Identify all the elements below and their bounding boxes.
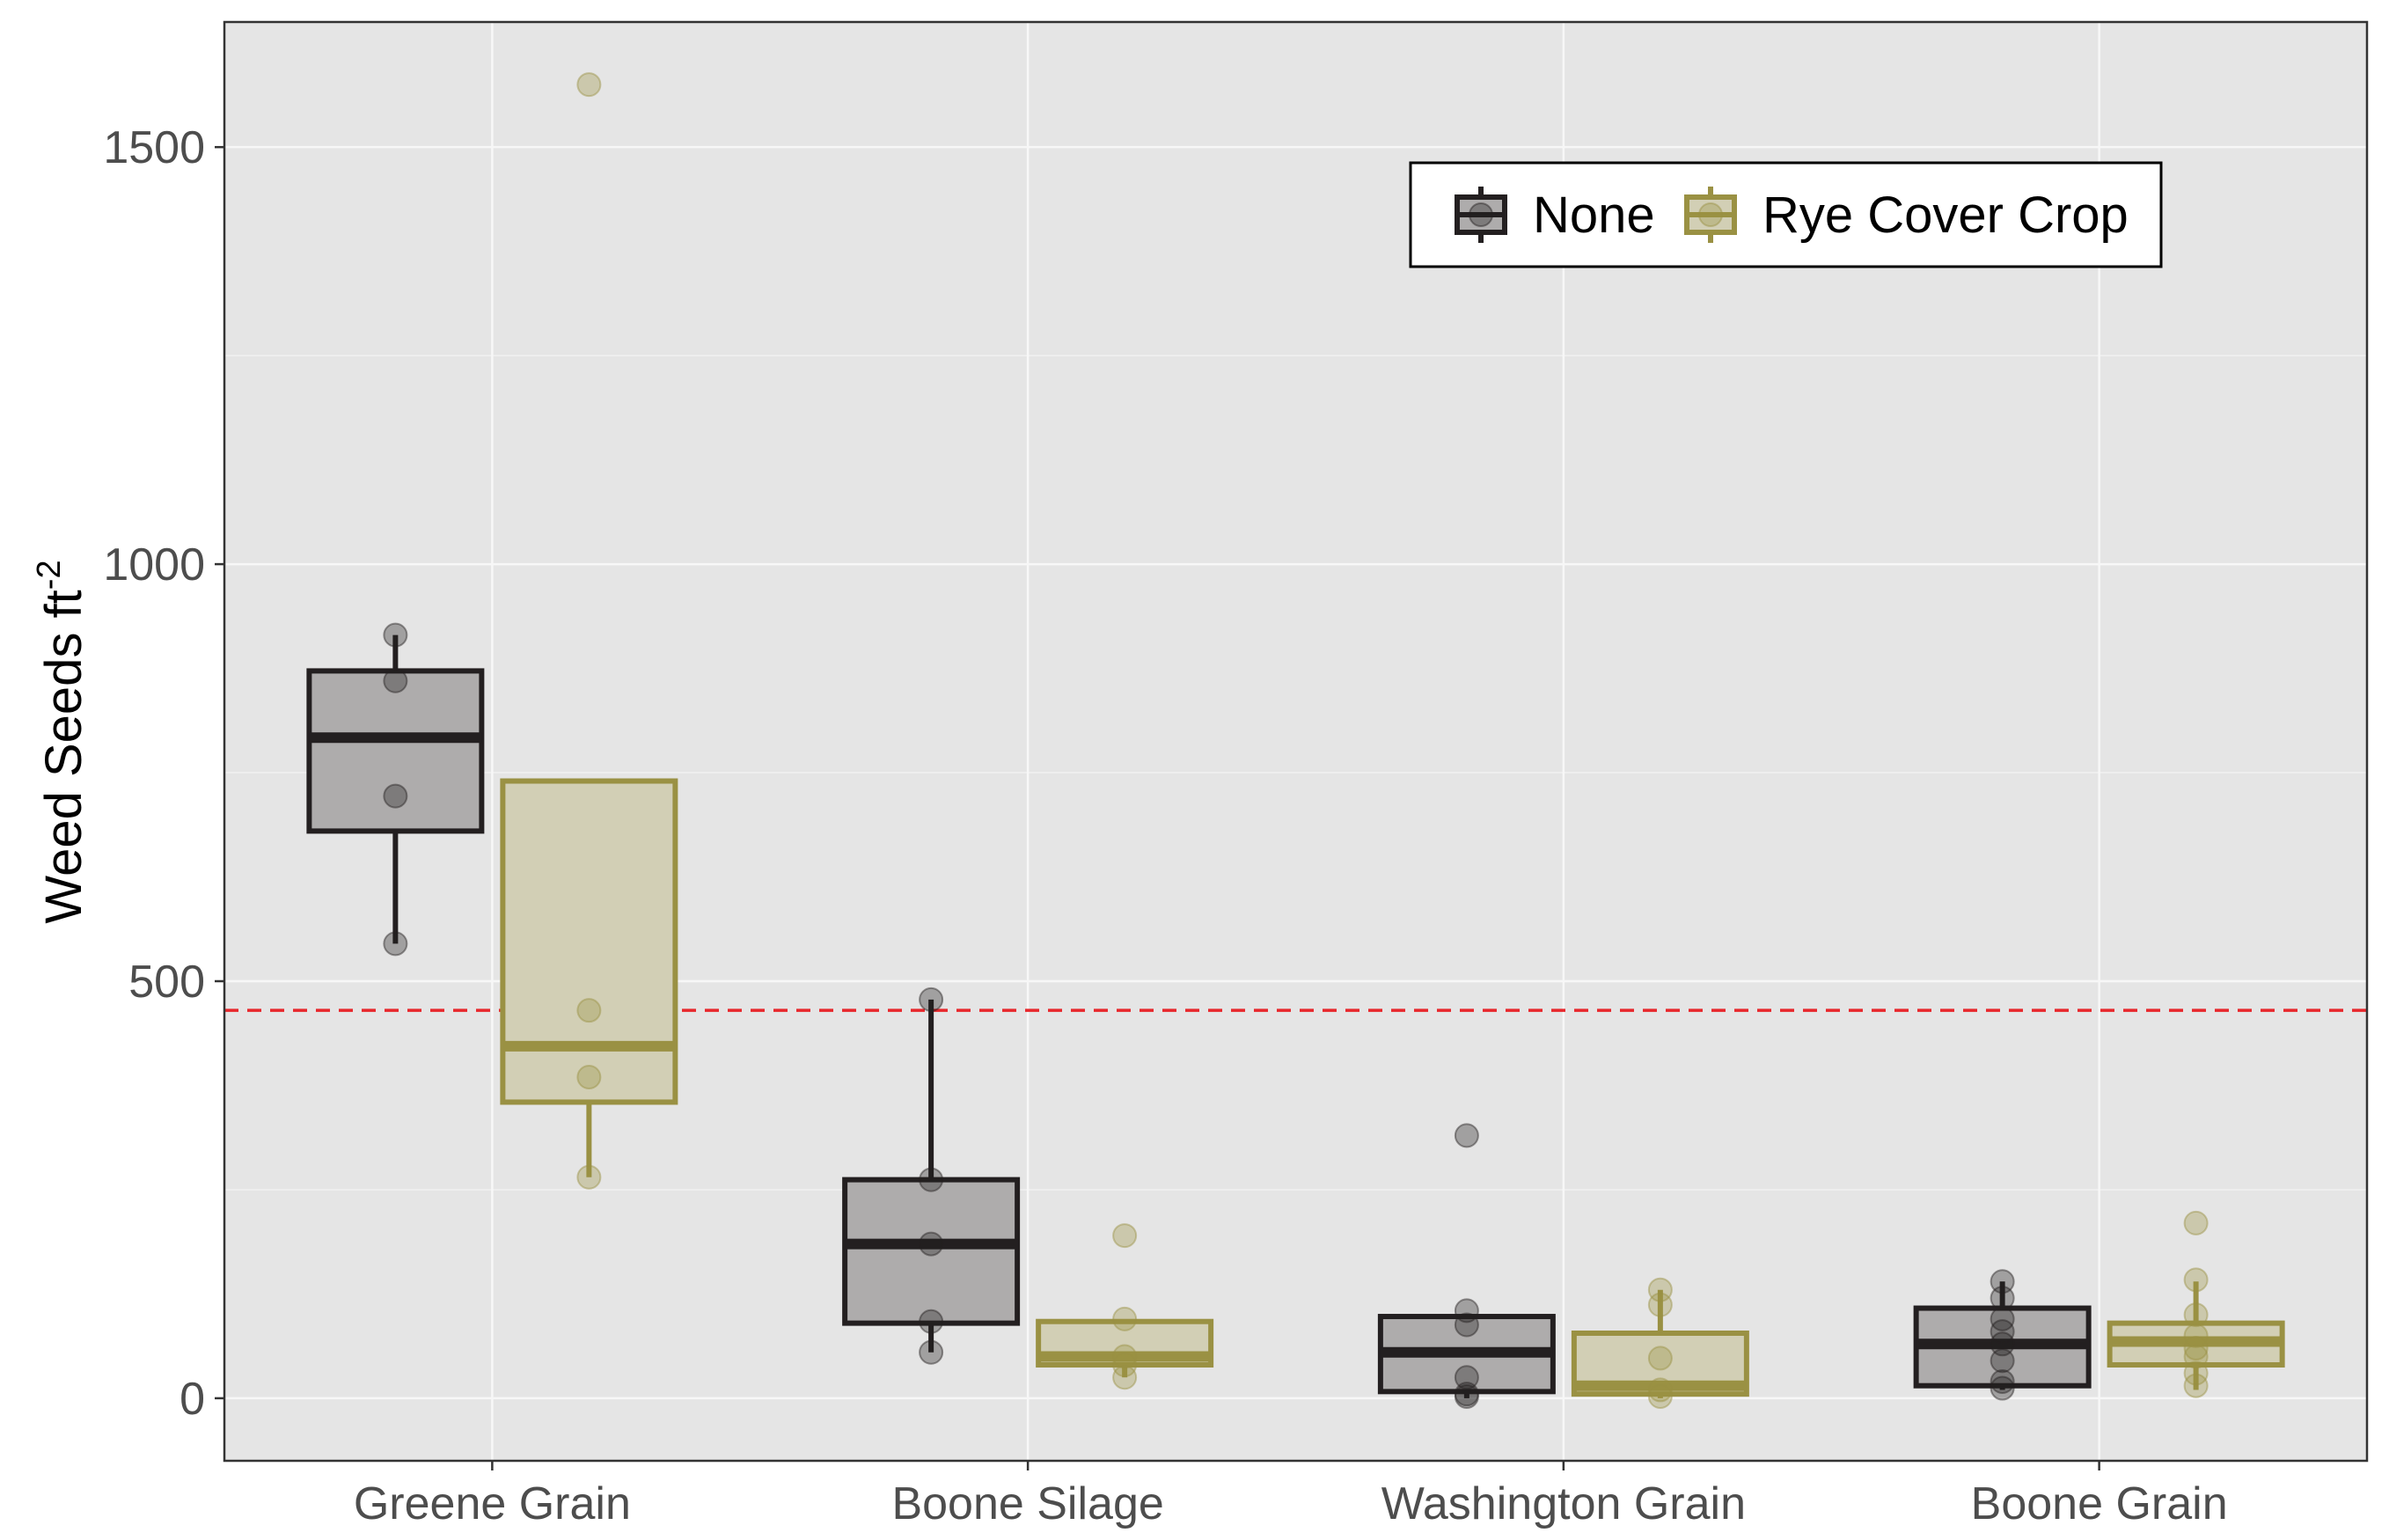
data-point bbox=[2183, 1267, 2209, 1293]
minor-gridlines bbox=[224, 355, 2367, 1191]
x-tick-label: Boone Silage bbox=[891, 1478, 1163, 1529]
box-none bbox=[842, 986, 1021, 1365]
box-none bbox=[1913, 1269, 2092, 1401]
data-point bbox=[919, 1309, 944, 1334]
y-tick-label: 1000 bbox=[103, 539, 205, 590]
data-point bbox=[1990, 1348, 2015, 1374]
legend-label-none: None bbox=[1533, 187, 1655, 244]
box-none bbox=[1377, 1123, 1556, 1410]
box-rye-cover-crop bbox=[2107, 1210, 2285, 1398]
box-iqr bbox=[306, 668, 485, 834]
y-axis: 0 500 1000 1500 bbox=[103, 122, 224, 1425]
data-point bbox=[1112, 1344, 1138, 1369]
data-point bbox=[1112, 1353, 1138, 1377]
data-point bbox=[919, 1231, 944, 1257]
y-axis-title-superscript: -2 bbox=[31, 560, 68, 590]
data-point bbox=[1990, 1375, 2015, 1401]
data-point bbox=[1990, 1319, 2015, 1345]
legend-box bbox=[1409, 161, 2163, 268]
data-point bbox=[1647, 1277, 1673, 1302]
data-point bbox=[576, 998, 602, 1023]
data-point bbox=[1112, 1365, 1138, 1390]
data-point bbox=[1112, 1223, 1138, 1249]
y-tick-label: 0 bbox=[180, 1374, 205, 1425]
data-point bbox=[576, 1065, 602, 1089]
data-point bbox=[1647, 1384, 1673, 1410]
data-point bbox=[1454, 1365, 1479, 1390]
data-point bbox=[1454, 1123, 1479, 1148]
data-point bbox=[383, 668, 408, 693]
x-tick-label: Washington Grain bbox=[1381, 1478, 1746, 1529]
data-point bbox=[1647, 1377, 1673, 1403]
data-point bbox=[576, 72, 602, 98]
data-point bbox=[2183, 1210, 2209, 1236]
box-iqr bbox=[500, 778, 678, 1105]
legend-key-none bbox=[1455, 187, 1507, 243]
x-tick-label: Greene Grain bbox=[354, 1478, 631, 1529]
x-axis: Greene Grain Boone Silage Washington Grain… bbox=[354, 1461, 2228, 1529]
data-point bbox=[2183, 1323, 2209, 1348]
data-point bbox=[1454, 1384, 1479, 1410]
y-tick-label: 1500 bbox=[103, 122, 205, 173]
legend-key-point bbox=[1698, 202, 1723, 227]
legend-key-rye-cover-crop bbox=[1684, 187, 1737, 243]
data-point bbox=[1647, 1292, 1673, 1317]
data-point bbox=[1990, 1306, 2015, 1331]
data-point bbox=[1454, 1298, 1479, 1324]
data-point bbox=[1990, 1368, 2015, 1394]
legend: None Rye Cover Crop bbox=[1409, 161, 2163, 268]
data-point bbox=[919, 1339, 944, 1365]
data-point bbox=[383, 931, 408, 957]
box-rye-cover-crop bbox=[1571, 1277, 1749, 1410]
data-point bbox=[1990, 1331, 2015, 1357]
data-point bbox=[383, 622, 408, 648]
data-point bbox=[576, 1164, 602, 1190]
data-point bbox=[1990, 1269, 2015, 1294]
data-point bbox=[2183, 1302, 2209, 1328]
box-none bbox=[306, 622, 485, 957]
box-rye-cover-crop bbox=[1036, 1223, 1214, 1390]
y-axis-title-text: Weed Seeds ft bbox=[35, 590, 92, 923]
data-point bbox=[2183, 1336, 2209, 1361]
box-rye-cover-crop bbox=[500, 72, 678, 1190]
plot-panel-border bbox=[223, 20, 2369, 1463]
data-point bbox=[1112, 1306, 1138, 1331]
y-tick-label: 500 bbox=[128, 957, 205, 1008]
box-iqr bbox=[842, 1177, 1021, 1326]
data-point bbox=[919, 986, 944, 1012]
data-point bbox=[2183, 1360, 2209, 1386]
data-point bbox=[383, 783, 408, 809]
data-point bbox=[1454, 1312, 1479, 1338]
data-point bbox=[919, 1167, 944, 1192]
data-point bbox=[2183, 1373, 2209, 1398]
box-series-group bbox=[306, 72, 2285, 1410]
data-point bbox=[1990, 1286, 2015, 1311]
data-point bbox=[1454, 1382, 1479, 1407]
data-point bbox=[1647, 1346, 1673, 1371]
x-tick-label: Boone Grain bbox=[1971, 1478, 2228, 1529]
y-axis-title: Weed Seeds ft-2 bbox=[31, 560, 92, 923]
legend-label-rye-cover-crop: Rye Cover Crop bbox=[1762, 187, 2129, 244]
data-point bbox=[2183, 1344, 2209, 1369]
legend-key-point bbox=[1469, 202, 1493, 227]
